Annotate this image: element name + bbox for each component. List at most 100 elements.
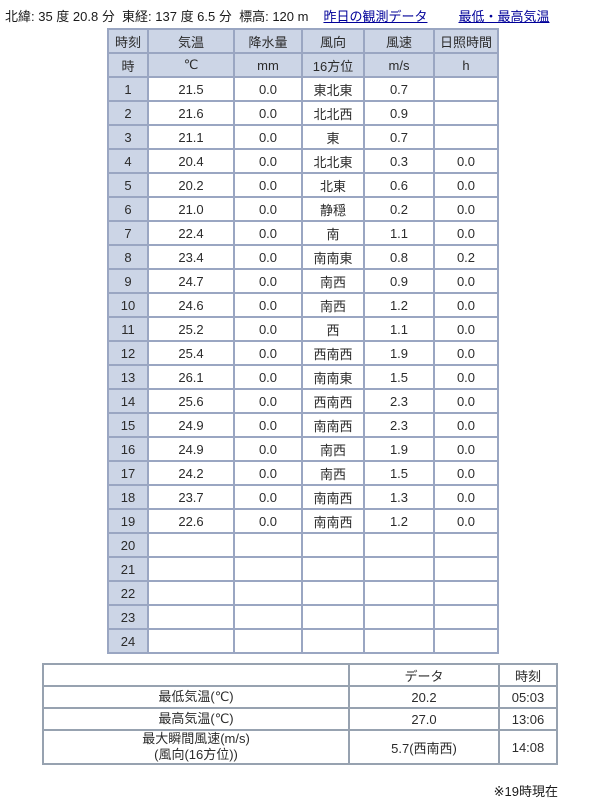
temperature-cell: 23.7 bbox=[149, 486, 233, 508]
minmax-temp-link[interactable]: 最低・最高気温 bbox=[458, 9, 550, 24]
wind-speed-cell: 1.1 bbox=[365, 222, 433, 244]
precipitation-cell: 0.0 bbox=[235, 438, 301, 460]
temperature-cell: 22.6 bbox=[149, 510, 233, 532]
summary-header-blank bbox=[44, 665, 348, 685]
summary-data-cell: 27.0 bbox=[350, 709, 498, 729]
hourly-row: 15 24.9 0.0 南南西 2.3 0.0 bbox=[109, 414, 497, 436]
temperature-cell: 24.9 bbox=[149, 414, 233, 436]
wind-speed-cell bbox=[365, 606, 433, 628]
wind-direction-cell: 南南西 bbox=[303, 414, 363, 436]
wind-direction-cell: 南南東 bbox=[303, 246, 363, 268]
summary-label-cell: 最大瞬間風速(m/s) (風向(16方位)) bbox=[44, 731, 348, 763]
hourly-row: 6 21.0 0.0 静穏 0.2 0.0 bbox=[109, 198, 497, 220]
sunshine-cell: 0.0 bbox=[435, 414, 497, 436]
precipitation-cell: 0.0 bbox=[235, 174, 301, 196]
hourly-row: 20 bbox=[109, 534, 497, 556]
hourly-row: 10 24.6 0.0 南西 1.2 0.0 bbox=[109, 294, 497, 316]
col-header-sunshine: 日照時間 bbox=[435, 30, 497, 52]
temperature-cell: 25.6 bbox=[149, 390, 233, 412]
yesterday-data-link[interactable]: 昨日の観測データ bbox=[323, 9, 428, 24]
wind-direction-cell: 南南西 bbox=[303, 486, 363, 508]
wind-direction-cell: 西南西 bbox=[303, 342, 363, 364]
hourly-observation-table: 時刻 気温 降水量 風向 風速 日照時間 時 ℃ mm 16方位 m/s h 1… bbox=[107, 28, 499, 654]
col-header-temperature: 気温 bbox=[149, 30, 233, 52]
hourly-row: 8 23.4 0.0 南南東 0.8 0.2 bbox=[109, 246, 497, 268]
wind-speed-cell: 0.9 bbox=[365, 102, 433, 124]
hourly-row: 17 24.2 0.0 南西 1.5 0.0 bbox=[109, 462, 497, 484]
wind-speed-cell: 0.7 bbox=[365, 126, 433, 148]
hourly-row: 18 23.7 0.0 南南西 1.3 0.0 bbox=[109, 486, 497, 508]
unit-wind-direction: 16方位 bbox=[303, 54, 363, 76]
hourly-row: 23 bbox=[109, 606, 497, 628]
hourly-row: 11 25.2 0.0 西 1.1 0.0 bbox=[109, 318, 497, 340]
hour-cell: 6 bbox=[109, 198, 147, 220]
sunshine-cell: 0.0 bbox=[435, 222, 497, 244]
hour-cell: 24 bbox=[109, 630, 147, 652]
page-header: 北緯: 35 度 20.8 分 東経: 137 度 6.5 分 標高: 120 … bbox=[5, 6, 549, 25]
temperature-cell bbox=[149, 582, 233, 604]
hourly-row: 19 22.6 0.0 南南西 1.2 0.0 bbox=[109, 510, 497, 532]
sunshine-cell bbox=[435, 78, 497, 100]
hour-cell: 19 bbox=[109, 510, 147, 532]
summary-header-data: データ bbox=[350, 665, 498, 685]
sunshine-cell: 0.0 bbox=[435, 510, 497, 532]
wind-direction-cell bbox=[303, 534, 363, 556]
temperature-cell: 21.6 bbox=[149, 102, 233, 124]
hourly-row: 13 26.1 0.0 南南東 1.5 0.0 bbox=[109, 366, 497, 388]
temperature-cell: 24.6 bbox=[149, 294, 233, 316]
precipitation-cell bbox=[235, 606, 301, 628]
wind-speed-cell: 0.9 bbox=[365, 270, 433, 292]
precipitation-cell bbox=[235, 558, 301, 580]
hour-cell: 9 bbox=[109, 270, 147, 292]
sunshine-cell: 0.0 bbox=[435, 198, 497, 220]
temperature-cell bbox=[149, 606, 233, 628]
hourly-unit-row: 時 ℃ mm 16方位 m/s h bbox=[109, 54, 497, 76]
precipitation-cell: 0.0 bbox=[235, 390, 301, 412]
precipitation-cell: 0.0 bbox=[235, 150, 301, 172]
precipitation-cell: 0.0 bbox=[235, 222, 301, 244]
temperature-cell: 20.2 bbox=[149, 174, 233, 196]
temperature-cell: 25.2 bbox=[149, 318, 233, 340]
wind-speed-cell bbox=[365, 534, 433, 556]
wind-speed-cell bbox=[365, 630, 433, 652]
wind-direction-cell: 南西 bbox=[303, 270, 363, 292]
summary-row: 最大瞬間風速(m/s) (風向(16方位)) 5.7(西南西) 14:08 bbox=[44, 731, 556, 763]
wind-speed-cell: 1.3 bbox=[365, 486, 433, 508]
wind-direction-cell: 北北東 bbox=[303, 150, 363, 172]
hour-cell: 5 bbox=[109, 174, 147, 196]
as-of-time-note: ※19時現在 bbox=[493, 784, 558, 799]
hourly-row: 1 21.5 0.0 東北東 0.7 bbox=[109, 78, 497, 100]
temperature-cell: 26.1 bbox=[149, 366, 233, 388]
precipitation-cell: 0.0 bbox=[235, 270, 301, 292]
hourly-row: 12 25.4 0.0 西南西 1.9 0.0 bbox=[109, 342, 497, 364]
summary-label-cell: 最低気温(℃) bbox=[44, 687, 348, 707]
sunshine-cell bbox=[435, 534, 497, 556]
hour-cell: 12 bbox=[109, 342, 147, 364]
precipitation-cell: 0.0 bbox=[235, 246, 301, 268]
wind-direction-cell bbox=[303, 558, 363, 580]
summary-row: 最低気温(℃) 20.2 05:03 bbox=[44, 687, 556, 707]
sunshine-cell: 0.0 bbox=[435, 150, 497, 172]
temperature-cell: 25.4 bbox=[149, 342, 233, 364]
wind-direction-cell: 北東 bbox=[303, 174, 363, 196]
summary-header-time: 時刻 bbox=[500, 665, 556, 685]
sunshine-cell: 0.0 bbox=[435, 462, 497, 484]
summary-header-row: データ 時刻 bbox=[44, 665, 556, 685]
wind-direction-cell bbox=[303, 630, 363, 652]
wind-direction-cell bbox=[303, 582, 363, 604]
wind-speed-cell: 1.9 bbox=[365, 438, 433, 460]
hourly-row: 2 21.6 0.0 北北西 0.9 bbox=[109, 102, 497, 124]
precipitation-cell: 0.0 bbox=[235, 78, 301, 100]
hourly-header-row: 時刻 気温 降水量 風向 風速 日照時間 bbox=[109, 30, 497, 52]
hour-cell: 23 bbox=[109, 606, 147, 628]
wind-speed-cell: 1.1 bbox=[365, 318, 433, 340]
temperature-cell: 21.0 bbox=[149, 198, 233, 220]
summary-time-cell: 13:06 bbox=[500, 709, 556, 729]
wind-speed-cell: 0.6 bbox=[365, 174, 433, 196]
hour-cell: 14 bbox=[109, 390, 147, 412]
unit-precipitation: mm bbox=[235, 54, 301, 76]
precipitation-cell: 0.0 bbox=[235, 510, 301, 532]
hour-cell: 3 bbox=[109, 126, 147, 148]
hour-cell: 13 bbox=[109, 366, 147, 388]
temperature-cell bbox=[149, 630, 233, 652]
